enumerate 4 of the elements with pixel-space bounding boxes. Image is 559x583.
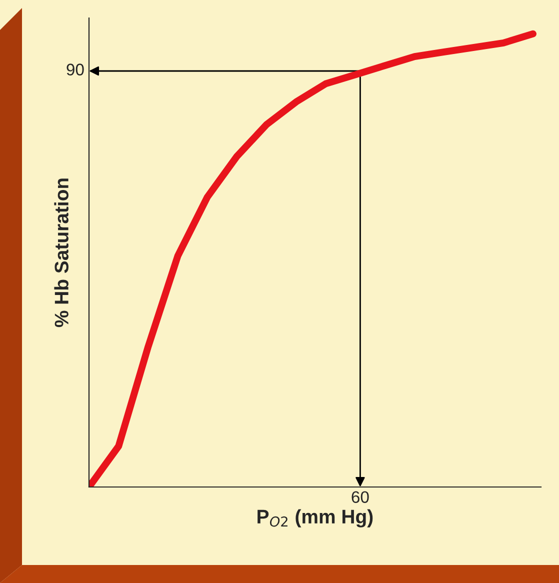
text: 60 bbox=[352, 491, 369, 503]
x-axis-title: P$_{O2}$ (mm Hg) bbox=[258, 509, 373, 528]
text: 90 bbox=[66, 64, 84, 76]
y-axis-title: % Hb Saturation bbox=[54, 178, 68, 328]
